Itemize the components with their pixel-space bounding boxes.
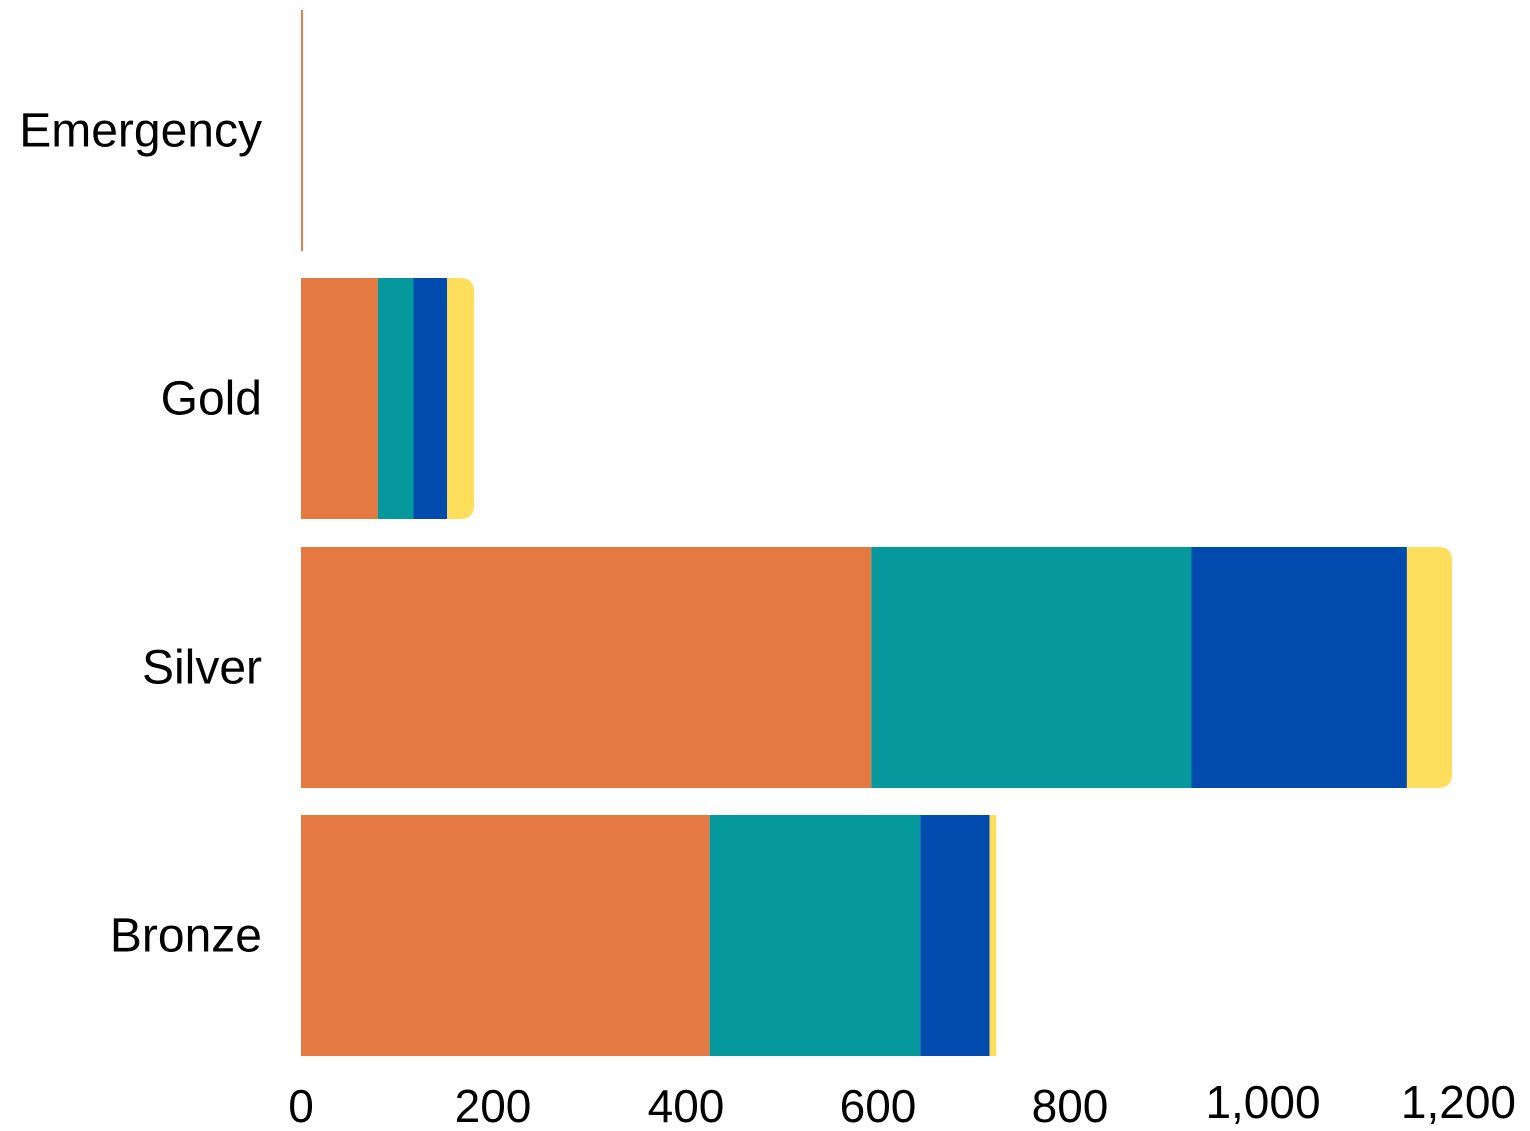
bar-emergency-segment-1 [301, 10, 303, 251]
bar-gold-segment-3 [413, 278, 448, 519]
category-label-bronze: Bronze [110, 910, 262, 963]
x-axis-ticks: 0 200 400 600 800 1,000 1,200 [288, 1076, 1516, 1131]
category-label-emergency: Emergency [19, 105, 262, 158]
x-tick-label: 200 [455, 1080, 532, 1131]
bars-group [301, 10, 1453, 1056]
bar-bronze-segment-2 [709, 815, 921, 1056]
bar-bronze-segment-1 [301, 815, 710, 1056]
bar-gold-segment-1 [301, 278, 378, 519]
bar-gold-segment-2 [377, 278, 414, 519]
bar-silver-segment-3 [1191, 547, 1407, 788]
x-tick-label: 1,200 [1401, 1076, 1516, 1128]
bar-silver-segment-4 [1406, 547, 1453, 788]
x-tick-label: 800 [1032, 1080, 1109, 1131]
category-label-gold: Gold [161, 373, 262, 426]
bar-silver-segment-2 [871, 547, 1192, 788]
x-tick-label: 400 [648, 1080, 725, 1131]
bar-bronze-segment-4 [989, 815, 997, 1056]
x-tick-label: 0 [288, 1080, 314, 1131]
x-tick-label: 1,000 [1205, 1076, 1320, 1128]
category-labels: Emergency Gold Silver Bronze [19, 105, 262, 963]
bar-bronze-segment-3 [920, 815, 990, 1056]
bar-silver-segment-1 [301, 547, 872, 788]
category-label-silver: Silver [142, 642, 262, 695]
x-tick-label: 600 [840, 1080, 917, 1131]
bar-gold-segment-4 [447, 278, 475, 519]
